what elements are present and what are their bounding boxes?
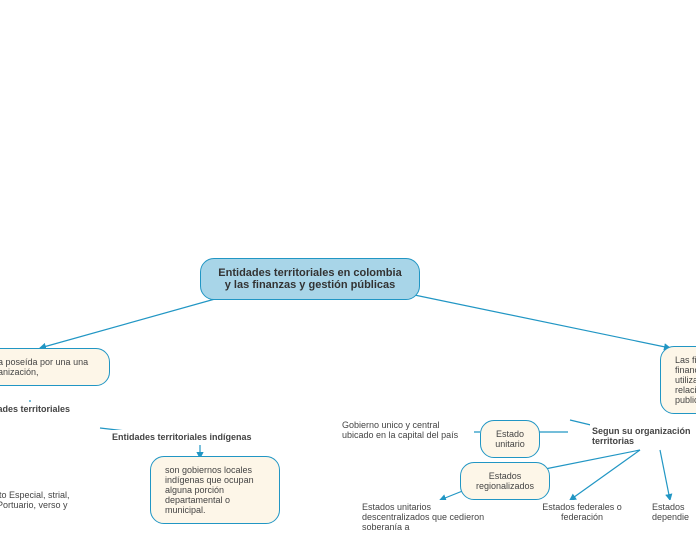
left1-text: área poseída por una una organización, [0, 357, 88, 377]
rnode4-text: Estados dependie [652, 502, 689, 522]
rnode2-text: Estados regionalizados [476, 471, 534, 491]
left-node-5[interactable]: ito Especial, strial, Portuario, verso y [0, 488, 89, 512]
right-node-regionalizados[interactable]: Estados regionalizados [460, 462, 550, 500]
left-node-3[interactable]: Entidades territoriales indígenas [110, 430, 294, 444]
right-node-federales[interactable]: Estados federales o federación [540, 500, 624, 524]
right-node-dependientes[interactable]: Estados dependie [650, 500, 696, 524]
right1-text: Las fin financi utilizac relacio publico [675, 355, 696, 405]
left-node-2[interactable]: dades territoriales [0, 402, 104, 416]
left4-text: son gobiernos locales indígenas que ocup… [165, 465, 254, 515]
root-text: Entidades territoriales en colombia y la… [218, 267, 401, 291]
rnode3-text: Estados federales o federación [542, 502, 622, 522]
rnode1-text: Estado unitario [495, 429, 525, 449]
root-node[interactable]: Entidades territoriales en colombia y la… [200, 258, 420, 300]
right-label-2: Estados unitarios descentralizados que c… [360, 500, 494, 534]
right-label-1: Gobierno unico y central ubicado en la c… [340, 418, 474, 442]
right-node-1[interactable]: Las fin financi utilizac relacio publico [660, 346, 696, 414]
left-node-4[interactable]: son gobiernos locales indígenas que ocup… [150, 456, 280, 524]
left2-text: dades territoriales [0, 404, 70, 414]
rlabel1-text: Gobierno unico y central ubicado en la c… [342, 420, 458, 440]
rlabel2-text: Estados unitarios descentralizados que c… [362, 502, 484, 532]
rtitle-text: Segun su organización territorias [592, 426, 691, 446]
left3-text: Entidades territoriales indígenas [112, 432, 252, 442]
left5-text: ito Especial, strial, Portuario, verso y [0, 490, 70, 510]
left-node-1[interactable]: área poseída por una una organización, [0, 348, 110, 386]
right-title[interactable]: Segun su organización territorias [590, 424, 694, 448]
right-node-unitario[interactable]: Estado unitario [480, 420, 540, 458]
